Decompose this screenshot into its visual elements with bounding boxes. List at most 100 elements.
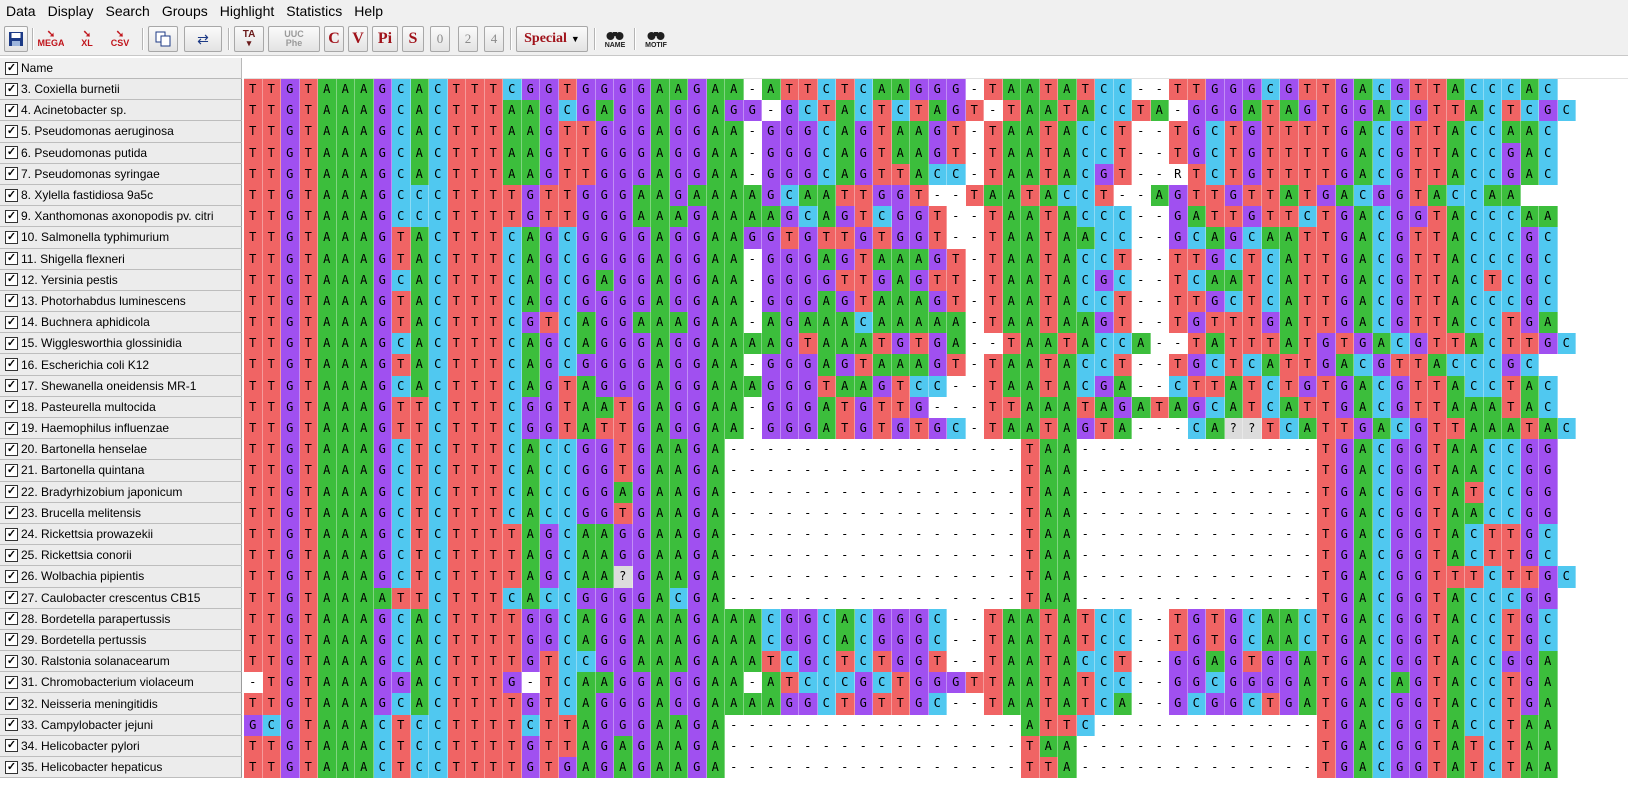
- gap-cell[interactable]: -: [1187, 502, 1206, 524]
- nucleotide-cell[interactable]: T: [410, 439, 429, 461]
- gap-cell[interactable]: -: [1261, 481, 1280, 503]
- nucleotide-cell[interactable]: A: [595, 523, 614, 546]
- nucleotide-cell[interactable]: T: [1132, 100, 1151, 122]
- gap-cell[interactable]: -: [836, 523, 855, 546]
- gap-cell[interactable]: -: [928, 757, 947, 779]
- nucleotide-cell[interactable]: T: [466, 523, 485, 546]
- gap-cell[interactable]: -: [1076, 439, 1095, 461]
- nucleotide-cell[interactable]: A: [1354, 248, 1373, 270]
- nucleotide-cell[interactable]: C: [1483, 163, 1502, 185]
- nucleotide-cell[interactable]: G: [1243, 142, 1262, 164]
- nucleotide-cell[interactable]: T: [1224, 354, 1243, 376]
- gap-cell[interactable]: -: [725, 566, 744, 588]
- nucleotide-cell[interactable]: C: [1446, 184, 1465, 207]
- gap-cell[interactable]: -: [965, 523, 984, 546]
- nucleotide-cell[interactable]: T: [484, 523, 503, 546]
- nucleotide-cell[interactable]: A: [1354, 672, 1373, 694]
- nucleotide-cell[interactable]: T: [244, 163, 263, 185]
- nucleotide-cell[interactable]: A: [1002, 418, 1021, 440]
- nucleotide-cell[interactable]: T: [262, 418, 281, 440]
- nucleotide-cell[interactable]: A: [1446, 735, 1465, 757]
- nucleotide-cell[interactable]: T: [1039, 757, 1058, 779]
- nucleotide-cell[interactable]: A: [817, 290, 836, 313]
- nucleotide-cell[interactable]: T: [984, 79, 1003, 101]
- nucleotide-cell[interactable]: A: [836, 100, 855, 122]
- nucleotide-cell[interactable]: C: [799, 100, 818, 122]
- nucleotide-cell[interactable]: A: [928, 100, 947, 122]
- nucleotide-cell[interactable]: A: [355, 714, 374, 736]
- nucleotide-cell[interactable]: A: [336, 418, 355, 440]
- nucleotide-cell[interactable]: C: [1465, 290, 1484, 313]
- nucleotide-cell[interactable]: G: [1391, 693, 1410, 715]
- nucleotide-cell[interactable]: C: [429, 651, 448, 673]
- gap-cell[interactable]: -: [984, 502, 1003, 524]
- nucleotide-cell[interactable]: A: [521, 142, 540, 164]
- nucleotide-cell[interactable]: T: [1409, 354, 1428, 376]
- gap-cell[interactable]: -: [910, 587, 929, 609]
- nucleotide-cell[interactable]: G: [1502, 163, 1521, 185]
- nucleotide-cell[interactable]: T: [447, 227, 466, 249]
- nucleotide-cell[interactable]: T: [1113, 651, 1132, 673]
- nucleotide-cell[interactable]: A: [1039, 502, 1058, 524]
- gap-cell[interactable]: -: [1002, 735, 1021, 757]
- nucleotide-cell[interactable]: A: [725, 672, 744, 694]
- nucleotide-cell[interactable]: A: [1465, 418, 1484, 440]
- gap-cell[interactable]: -: [965, 735, 984, 757]
- gap-cell[interactable]: -: [984, 460, 1003, 482]
- nucleotide-cell[interactable]: C: [558, 651, 577, 673]
- gap-cell[interactable]: -: [1243, 460, 1262, 482]
- nucleotide-cell[interactable]: T: [984, 142, 1003, 164]
- nucleotide-cell[interactable]: C: [1261, 79, 1280, 101]
- singleton-sites-button[interactable]: S: [402, 26, 424, 52]
- nucleotide-cell[interactable]: A: [743, 629, 762, 652]
- nucleotide-cell[interactable]: C: [429, 121, 448, 143]
- nucleotide-cell[interactable]: A: [318, 333, 337, 355]
- nucleotide-cell[interactable]: T: [1317, 714, 1336, 736]
- nucleotide-cell[interactable]: A: [817, 206, 836, 228]
- nucleotide-cell[interactable]: C: [1095, 629, 1114, 652]
- nucleotide-cell[interactable]: G: [1335, 757, 1354, 779]
- nucleotide-cell[interactable]: G: [632, 714, 651, 736]
- nucleotide-cell[interactable]: T: [836, 269, 855, 291]
- nucleotide-cell[interactable]: A: [1354, 163, 1373, 185]
- nucleotide-cell[interactable]: T: [1261, 418, 1280, 440]
- nucleotide-cell[interactable]: C: [1465, 312, 1484, 334]
- nucleotide-cell[interactable]: T: [891, 396, 910, 418]
- nucleotide-cell[interactable]: A: [577, 333, 596, 355]
- nucleotide-cell[interactable]: A: [1280, 312, 1299, 334]
- nucleotide-cell[interactable]: G: [780, 100, 799, 122]
- nucleotide-cell[interactable]: C: [1261, 248, 1280, 270]
- nucleotide-cell[interactable]: T: [244, 651, 263, 673]
- nucleotide-cell[interactable]: T: [484, 290, 503, 313]
- nucleotide-cell[interactable]: C: [1076, 354, 1095, 376]
- gap-cell[interactable]: -: [1298, 587, 1317, 609]
- nucleotide-cell[interactable]: T: [484, 757, 503, 779]
- nucleotide-cell[interactable]: A: [1058, 502, 1077, 524]
- gap-cell[interactable]: -: [1187, 545, 1206, 567]
- gap-cell[interactable]: -: [1298, 545, 1317, 567]
- nucleotide-cell[interactable]: G: [614, 693, 633, 715]
- nucleotide-cell[interactable]: T: [466, 121, 485, 143]
- nucleotide-cell[interactable]: G: [1391, 248, 1410, 270]
- nucleotide-cell[interactable]: G: [1520, 672, 1539, 694]
- nucleotide-cell[interactable]: C: [1372, 121, 1391, 143]
- gap-cell[interactable]: -: [1150, 672, 1169, 694]
- nucleotide-cell[interactable]: A: [1021, 396, 1040, 418]
- nucleotide-cell[interactable]: T: [1409, 290, 1428, 313]
- gap-cell[interactable]: -: [1132, 460, 1151, 482]
- nucleotide-cell[interactable]: C: [1113, 608, 1132, 630]
- nucleotide-cell[interactable]: A: [762, 79, 781, 101]
- gap-cell[interactable]: -: [1002, 502, 1021, 524]
- gap-cell[interactable]: -: [836, 460, 855, 482]
- gap-cell[interactable]: -: [965, 227, 984, 249]
- nucleotide-cell[interactable]: C: [817, 629, 836, 652]
- nucleotide-cell[interactable]: T: [466, 269, 485, 291]
- gap-cell[interactable]: -: [854, 439, 873, 461]
- gap-cell[interactable]: -: [1261, 523, 1280, 546]
- nucleotide-cell[interactable]: C: [429, 672, 448, 694]
- nucleotide-cell[interactable]: A: [725, 206, 744, 228]
- taxon-checkbox[interactable]: ✓: [5, 463, 18, 477]
- nucleotide-cell[interactable]: C: [429, 587, 448, 609]
- nucleotide-cell[interactable]: T: [484, 184, 503, 207]
- nucleotide-cell[interactable]: A: [1483, 184, 1502, 207]
